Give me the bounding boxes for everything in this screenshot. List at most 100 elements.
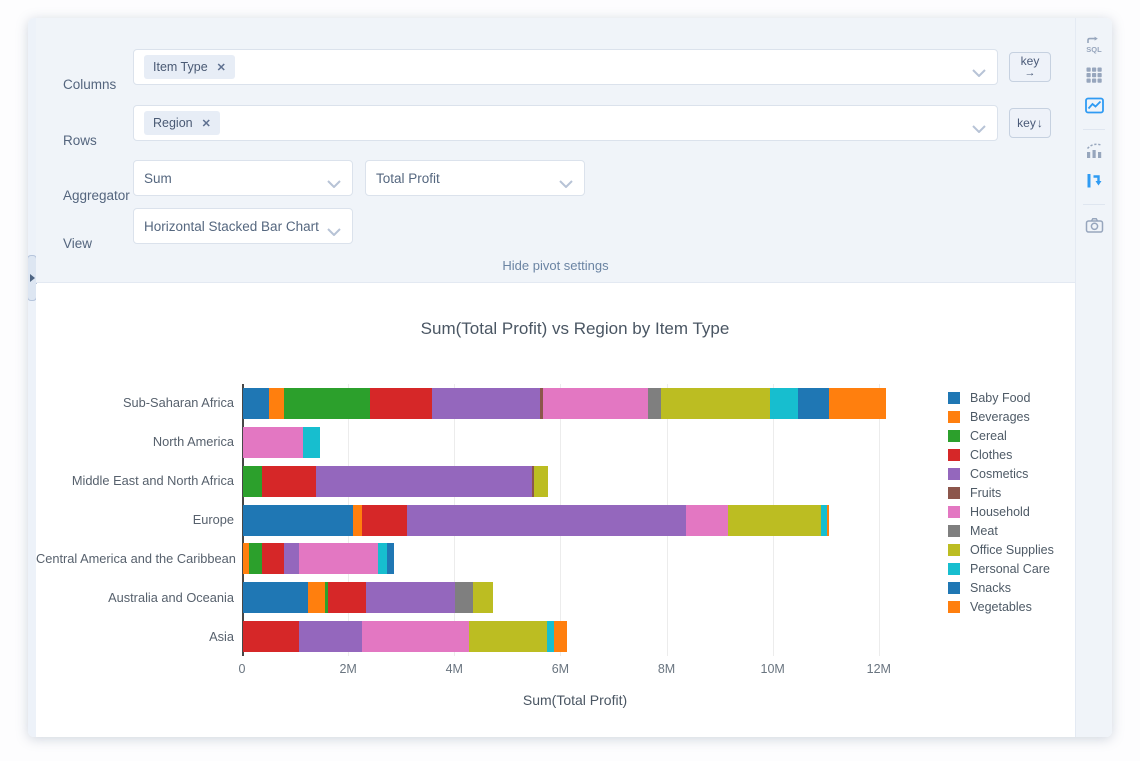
trend-chart-icon[interactable]: [1082, 138, 1106, 162]
bar-segment-personal-care[interactable]: [821, 504, 828, 536]
bar-segment-vegetables[interactable]: [829, 387, 886, 419]
legend-item-baby-food[interactable]: Baby Food: [948, 388, 1054, 407]
bar-segment-snacks[interactable]: [798, 387, 830, 419]
chart-image-icon[interactable]: [1082, 93, 1106, 117]
bar-segment-office-supplies[interactable]: [728, 504, 822, 536]
chevron-down-icon: [972, 64, 986, 82]
bar-segment-personal-care[interactable]: [378, 543, 388, 575]
view-select[interactable]: Horizontal Stacked Bar Chart: [133, 208, 353, 244]
bar-segment-household[interactable]: [243, 426, 304, 458]
svg-text:SQL: SQL: [1086, 45, 1102, 54]
bar-segment-cosmetics[interactable]: [365, 582, 455, 614]
chevron-down-icon: [559, 175, 573, 193]
hide-pivot-settings-link[interactable]: Hide pivot settings: [502, 258, 609, 273]
bar-segment-clothes[interactable]: [262, 543, 285, 575]
bar-segment-household[interactable]: [299, 543, 379, 575]
legend-item-office-supplies[interactable]: Office Supplies: [948, 540, 1054, 559]
rows-label: Rows: [63, 133, 97, 148]
columns-select[interactable]: Item Type: [133, 49, 998, 85]
aggregator-field-select[interactable]: Total Profit: [365, 160, 585, 196]
bar-segment-beverages[interactable]: [269, 387, 284, 419]
legend-item-meat[interactable]: Meat: [948, 521, 1054, 540]
legend-item-beverages[interactable]: Beverages: [948, 407, 1054, 426]
bar-segment-clothes[interactable]: [362, 504, 408, 536]
pivot-settings-panel: Columns Item Type key → Rows Region: [36, 18, 1075, 283]
bar-segment-cereal[interactable]: [283, 387, 370, 419]
pivot-card: Columns Item Type key → Rows Region: [28, 18, 1112, 737]
bar-segment-office-supplies[interactable]: [473, 582, 493, 614]
bar-segment-cereal[interactable]: [249, 543, 263, 575]
sidebar-divider: [1083, 129, 1105, 130]
remove-tag-icon[interactable]: [217, 61, 226, 74]
rows-tag-label: Region: [153, 116, 193, 130]
sql-icon[interactable]: SQL: [1082, 33, 1106, 57]
bar-segment-beverages[interactable]: [352, 504, 363, 536]
bar-segment-household[interactable]: [542, 387, 648, 419]
bar-segment-personal-care[interactable]: [769, 387, 799, 419]
bar-segment-baby-food[interactable]: [243, 582, 309, 614]
zero-line: [242, 384, 244, 656]
bar-segment-clothes[interactable]: [327, 582, 366, 614]
rows-select[interactable]: Region: [133, 105, 998, 141]
stacked-bar-middle-east-and-north-africa[interactable]: [243, 465, 548, 497]
legend-item-personal-care[interactable]: Personal Care: [948, 559, 1054, 578]
pivot-icon[interactable]: [1082, 168, 1106, 192]
columns-key-button[interactable]: key →: [1009, 52, 1051, 82]
table-icon[interactable]: [1082, 63, 1106, 87]
chevron-right-icon: [30, 274, 35, 282]
legend-item-clothes[interactable]: Clothes: [948, 445, 1054, 464]
bar-segment-baby-food[interactable]: [243, 504, 353, 536]
bar-segment-cosmetics[interactable]: [298, 621, 362, 653]
bar-segment-vegetables[interactable]: [554, 621, 567, 653]
bar-segment-household[interactable]: [686, 504, 728, 536]
bar-segment-clothes[interactable]: [262, 465, 317, 497]
stacked-bar-asia[interactable]: [243, 621, 567, 653]
legend-item-vegetables[interactable]: Vegetables: [948, 597, 1054, 616]
stacked-bar-australia-and-oceania[interactable]: [243, 582, 493, 614]
legend-item-household[interactable]: Household: [948, 502, 1054, 521]
bar-segment-household[interactable]: [361, 621, 469, 653]
bar-segment-office-supplies[interactable]: [660, 387, 770, 419]
bar-segment-clothes[interactable]: [243, 621, 299, 653]
stacked-bar-sub-saharan-africa[interactable]: [243, 387, 886, 419]
bar-segment-fruits[interactable]: [532, 465, 535, 497]
bar-segment-vegetables[interactable]: [827, 504, 830, 536]
camera-icon[interactable]: [1082, 213, 1106, 237]
bar-segment-cosmetics[interactable]: [284, 543, 300, 575]
bar-segment-personal-care[interactable]: [303, 426, 320, 458]
y-axis-label: North America: [152, 434, 234, 450]
bar-segment-meat[interactable]: [647, 387, 661, 419]
legend-item-snacks[interactable]: Snacks: [948, 578, 1054, 597]
legend-label: Baby Food: [970, 390, 1031, 405]
bar-segment-office-supplies[interactable]: [468, 621, 548, 653]
left-rail: [28, 18, 37, 737]
bar-segment-clothes[interactable]: [369, 387, 433, 419]
y-axis-label: Europe: [192, 512, 234, 527]
bar-segment-cereal[interactable]: [243, 465, 263, 497]
bar-segment-cosmetics[interactable]: [316, 465, 533, 497]
columns-tag-item-type[interactable]: Item Type: [144, 55, 235, 79]
stacked-bar-central-america-and-the-caribbean[interactable]: [243, 543, 395, 575]
bar-segment-cosmetics[interactable]: [432, 387, 540, 419]
y-axis-labels: Sub-Saharan Africa North America Middle Ea…: [36, 384, 236, 656]
stacked-bar-europe[interactable]: [243, 504, 830, 536]
bar-segment-meat[interactable]: [454, 582, 474, 614]
remove-tag-icon[interactable]: [202, 117, 211, 130]
legend-item-cosmetics[interactable]: Cosmetics: [948, 464, 1054, 483]
bar-segment-cereal[interactable]: [324, 582, 328, 614]
rows-tag-region[interactable]: Region: [144, 111, 220, 135]
legend-item-fruits[interactable]: Fruits: [948, 483, 1054, 502]
aggregator-select[interactable]: Sum: [133, 160, 353, 196]
rows-key-button[interactable]: key ↓: [1009, 108, 1051, 138]
bar-segment-baby-food[interactable]: [243, 387, 269, 419]
legend-item-cereal[interactable]: Cereal: [948, 426, 1054, 445]
bar-segment-snacks[interactable]: [387, 543, 395, 575]
stacked-bar-north-america[interactable]: [243, 426, 320, 458]
bar-segment-beverages[interactable]: [243, 543, 250, 575]
bar-segment-office-supplies[interactable]: [534, 465, 548, 497]
bar-segment-fruits[interactable]: [539, 387, 543, 419]
legend-swatch: [948, 600, 960, 613]
bar-segment-beverages[interactable]: [308, 582, 325, 614]
bar-segment-personal-care[interactable]: [547, 621, 555, 653]
bar-segment-cosmetics[interactable]: [407, 504, 687, 536]
